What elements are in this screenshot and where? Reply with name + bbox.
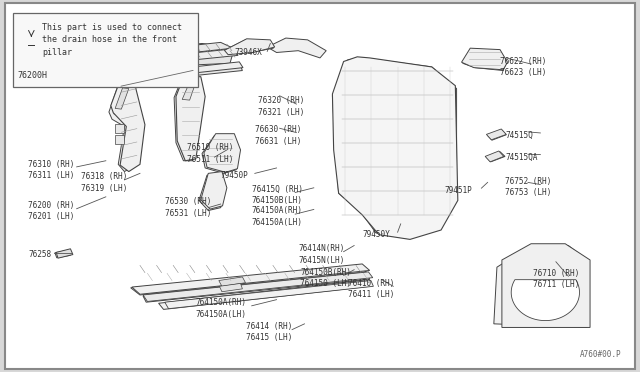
- FancyBboxPatch shape: [13, 13, 198, 87]
- Text: 76630 (RH)
76631 (LH): 76630 (RH) 76631 (LH): [255, 125, 301, 146]
- Polygon shape: [56, 249, 73, 258]
- Text: 74515Q: 74515Q: [505, 131, 532, 140]
- Text: 76258: 76258: [28, 250, 51, 259]
- Text: 76200H: 76200H: [18, 71, 47, 80]
- Text: 764150A(RH)
764150A(LH): 764150A(RH) 764150A(LH): [196, 298, 246, 319]
- Text: 764150A(RH)
764150A(LH): 764150A(RH) 764150A(LH): [252, 206, 303, 227]
- Polygon shape: [503, 292, 588, 327]
- Text: 76622 (RH)
76623 (LH): 76622 (RH) 76623 (LH): [500, 57, 547, 77]
- Text: 73946X: 73946X: [234, 48, 262, 57]
- Polygon shape: [109, 85, 143, 171]
- Polygon shape: [463, 49, 506, 71]
- Polygon shape: [218, 284, 238, 292]
- Polygon shape: [488, 130, 506, 140]
- Text: 79450Y: 79450Y: [362, 230, 390, 239]
- Polygon shape: [131, 266, 367, 295]
- Polygon shape: [219, 277, 246, 286]
- Polygon shape: [461, 48, 508, 70]
- Text: 76530 (RH)
76531 (LH): 76530 (RH) 76531 (LH): [165, 198, 211, 218]
- Polygon shape: [143, 273, 370, 302]
- Polygon shape: [220, 283, 243, 292]
- Polygon shape: [176, 77, 205, 161]
- Polygon shape: [171, 63, 243, 78]
- Text: 74515QA: 74515QA: [505, 153, 538, 161]
- Polygon shape: [165, 280, 373, 309]
- Polygon shape: [224, 40, 273, 54]
- Polygon shape: [184, 87, 196, 102]
- Polygon shape: [494, 246, 587, 327]
- Text: 76310 (RH)
76311 (LH): 76310 (RH) 76311 (LH): [28, 160, 74, 180]
- Polygon shape: [486, 129, 506, 140]
- Polygon shape: [332, 57, 458, 240]
- Polygon shape: [124, 44, 233, 58]
- Text: 79450P: 79450P: [221, 171, 248, 180]
- Polygon shape: [125, 42, 233, 58]
- Polygon shape: [132, 264, 370, 294]
- Text: 76414N(RH)
76415N(LH): 76414N(RH) 76415N(LH): [298, 244, 344, 265]
- Polygon shape: [180, 62, 243, 74]
- Polygon shape: [182, 85, 195, 100]
- Polygon shape: [55, 250, 70, 258]
- Polygon shape: [115, 88, 129, 109]
- Polygon shape: [202, 135, 239, 173]
- Polygon shape: [143, 272, 372, 301]
- Text: 76410 (RH)
76411 (LH): 76410 (RH) 76411 (LH): [348, 279, 394, 299]
- Polygon shape: [174, 78, 202, 161]
- Text: 76318 (RH)
76319 (LH): 76318 (RH) 76319 (LH): [81, 172, 127, 193]
- Polygon shape: [344, 92, 432, 114]
- Polygon shape: [225, 39, 275, 55]
- Polygon shape: [134, 49, 238, 65]
- Polygon shape: [115, 135, 124, 144]
- Text: This part is used to connect
the drain hose in the front
pillar: This part is used to connect the drain h…: [42, 23, 182, 57]
- Polygon shape: [159, 280, 370, 310]
- Polygon shape: [131, 52, 233, 68]
- Polygon shape: [486, 152, 505, 162]
- Polygon shape: [115, 124, 124, 132]
- Polygon shape: [218, 278, 243, 287]
- Polygon shape: [111, 80, 145, 171]
- Text: 79451P: 79451P: [444, 186, 472, 195]
- Text: A760#00.P: A760#00.P: [579, 350, 621, 359]
- Text: 764150B(RH)
764150 (LH): 764150B(RH) 764150 (LH): [300, 268, 351, 288]
- Text: 76510 (RH)
76511 (LH): 76510 (RH) 76511 (LH): [186, 143, 233, 164]
- Text: 76415Q (RH)
764150B(LH): 76415Q (RH) 764150B(LH): [252, 185, 303, 205]
- Polygon shape: [199, 173, 226, 211]
- Polygon shape: [114, 92, 126, 115]
- Polygon shape: [342, 67, 364, 96]
- Text: 76200 (RH)
76201 (LH): 76200 (RH) 76201 (LH): [28, 201, 74, 221]
- Polygon shape: [511, 280, 579, 321]
- Polygon shape: [485, 151, 504, 162]
- Text: 76320 (RH)
76321 (LH): 76320 (RH) 76321 (LH): [258, 96, 304, 117]
- Text: 76752 (RH)
76753 (LH): 76752 (RH) 76753 (LH): [505, 177, 551, 197]
- Text: 76414 (RH)
76415 (LH): 76414 (RH) 76415 (LH): [246, 322, 292, 342]
- Polygon shape: [502, 244, 590, 327]
- Polygon shape: [268, 38, 326, 58]
- Polygon shape: [332, 58, 456, 238]
- Polygon shape: [354, 179, 454, 204]
- Text: 76710 (RH)
76711 (LH): 76710 (RH) 76711 (LH): [533, 269, 579, 289]
- Polygon shape: [201, 171, 227, 209]
- Polygon shape: [204, 134, 241, 172]
